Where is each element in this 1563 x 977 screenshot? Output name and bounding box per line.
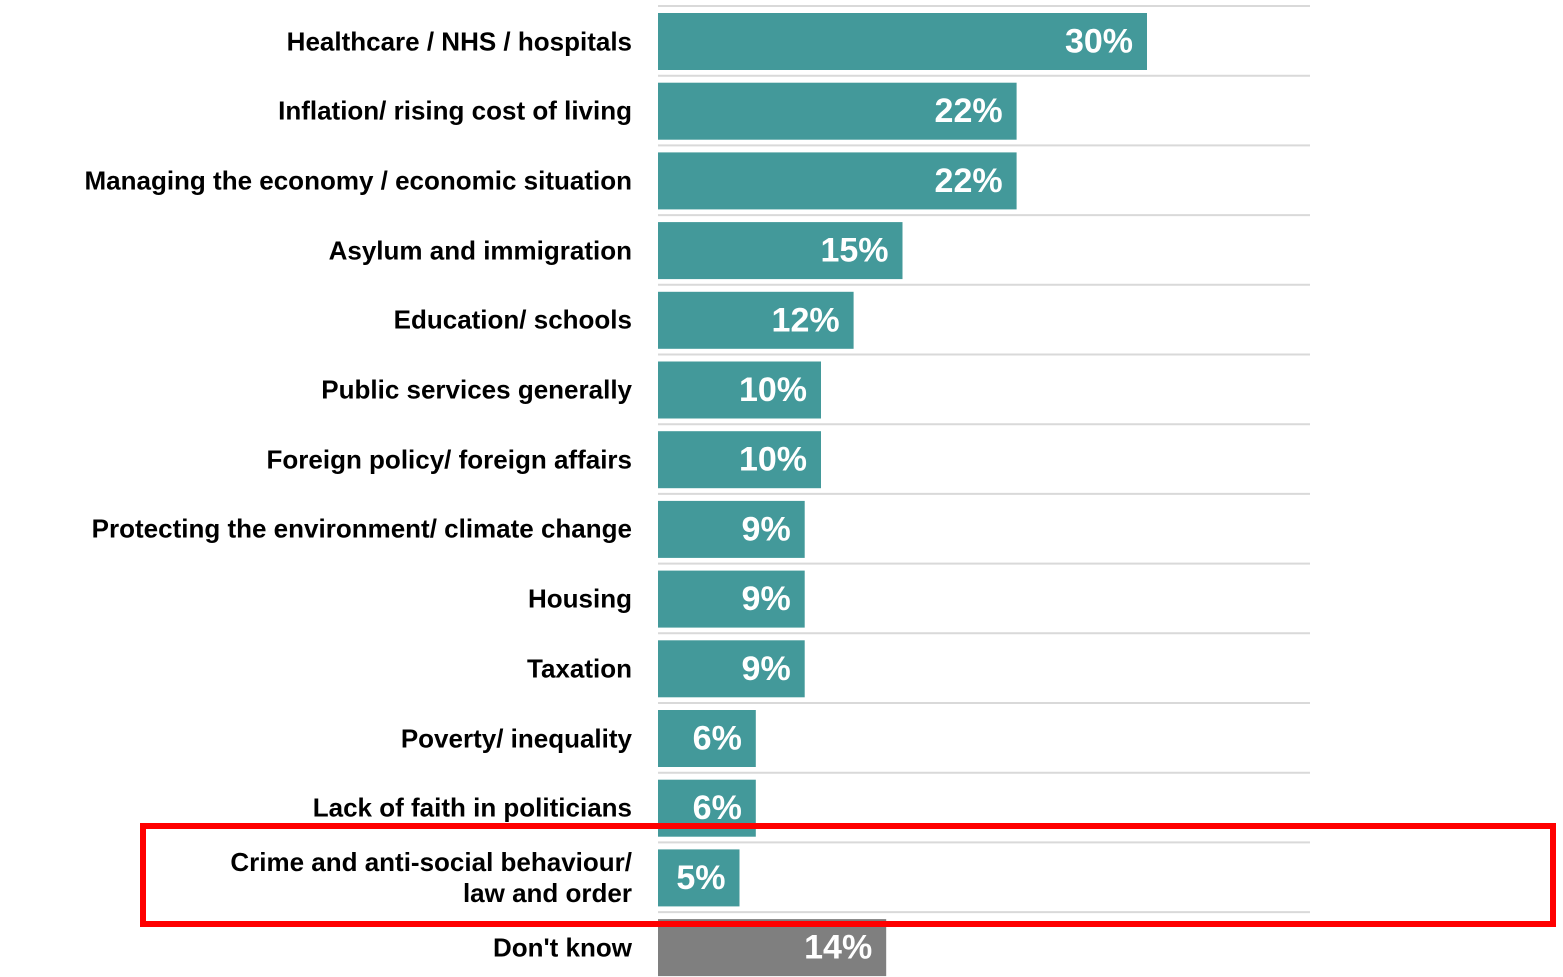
data-label: 6% — [693, 719, 742, 757]
bar — [658, 82, 1017, 140]
bar — [658, 431, 821, 489]
data-label: 10% — [739, 371, 807, 409]
category-label: Managing the economy / economic situatio… — [84, 165, 632, 196]
category-label: Foreign policy/ foreign affairs — [266, 444, 633, 475]
data-label: 10% — [739, 441, 807, 479]
category-label: Inflation/ rising cost of living — [278, 95, 632, 126]
bar — [658, 500, 805, 558]
bar — [658, 13, 1147, 70]
data-label: 15% — [820, 232, 888, 270]
data-label: 22% — [935, 92, 1003, 130]
bar — [658, 152, 1017, 210]
category-label: Public services generally — [321, 374, 632, 405]
category-label: Education/ schools — [393, 304, 632, 335]
highlight-box — [140, 823, 1556, 927]
category-label: Healthcare / NHS / hospitals — [286, 26, 632, 56]
data-label: 6% — [693, 789, 742, 827]
data-label: 14% — [804, 929, 872, 967]
category-label: Don't know — [492, 932, 632, 963]
bar — [658, 222, 903, 280]
category-label: Taxation — [527, 653, 632, 684]
bar — [658, 710, 756, 767]
bar — [658, 291, 854, 349]
category-label: Crime and anti-social behaviour/ law and… — [230, 846, 632, 908]
bar — [658, 640, 805, 698]
category-label: Housing — [528, 583, 632, 614]
data-label: 5% — [676, 859, 725, 897]
data-label: 9% — [742, 650, 791, 688]
category-label: Asylum and immigration — [328, 235, 632, 266]
data-label: 9% — [742, 580, 791, 618]
data-label: 30% — [1065, 22, 1133, 60]
bar — [658, 849, 740, 907]
data-label: 12% — [772, 301, 840, 339]
data-label: 9% — [742, 510, 791, 548]
bar — [658, 361, 821, 419]
category-label: Poverty/ inequality — [400, 723, 632, 753]
category-label: Lack of faith in politicians — [312, 792, 632, 823]
data-label: 22% — [935, 162, 1003, 200]
category-label: Protecting the environment/ climate chan… — [91, 513, 632, 544]
bar — [658, 919, 887, 977]
bar — [658, 570, 805, 628]
